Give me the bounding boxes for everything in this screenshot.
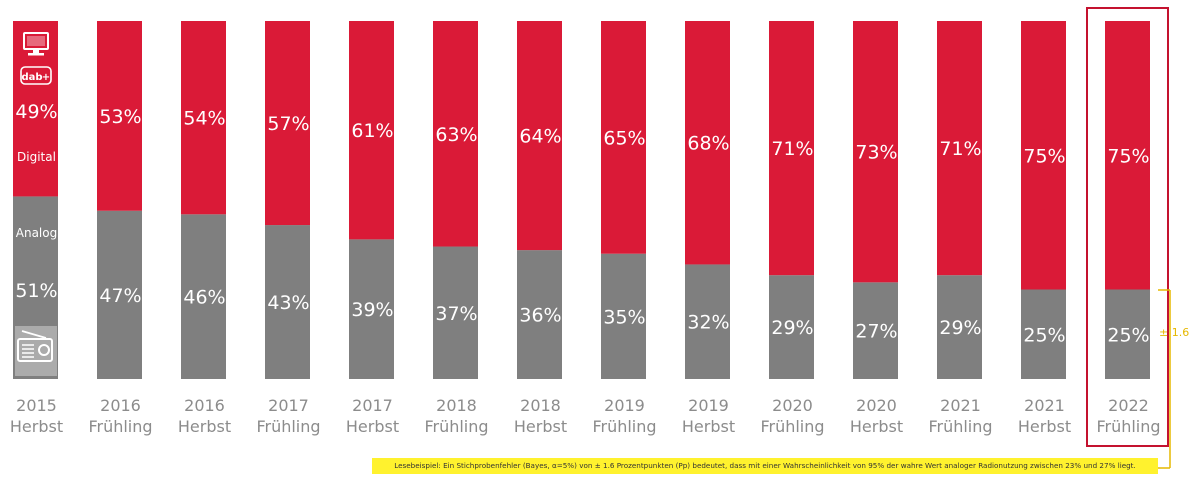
data-label-digital: 49% [15, 101, 57, 123]
x-tick-label-season: Herbst [514, 417, 567, 436]
bar-analog [433, 246, 478, 379]
bar-analog [97, 210, 142, 379]
x-tick-label-season: Frühling [592, 417, 656, 436]
data-label-digital: 65% [603, 127, 645, 149]
data-label-digital: 71% [939, 138, 981, 160]
bar-analog [1105, 289, 1150, 379]
dab-radio-icon: dab + [20, 66, 52, 85]
footnote: Lesebeispiel: Ein Stichprobenfehler (Bay… [372, 458, 1158, 474]
svg-text:dab: dab [21, 72, 42, 83]
bar-analog [937, 275, 982, 379]
data-label-analog: 32% [687, 312, 729, 334]
x-tick-label-season: Frühling [256, 417, 320, 436]
data-label-analog: 39% [351, 299, 393, 321]
bar-digital [433, 21, 478, 247]
data-label-digital: 71% [771, 138, 813, 160]
bar-digital [1105, 21, 1150, 290]
x-tick-label-season: Herbst [850, 417, 903, 436]
x-tick-label-year: 2016 [100, 396, 141, 415]
bar-analog [181, 214, 226, 379]
x-tick-label-season: Frühling [424, 417, 488, 436]
error-annotation-label: ± 1.6 [1159, 326, 1189, 339]
data-label-analog: 25% [1023, 324, 1065, 346]
data-label-digital: 63% [435, 124, 477, 146]
x-tick-label-season: Frühling [1096, 417, 1160, 436]
series-label-analog: Analog [16, 226, 57, 240]
data-label-analog: 37% [435, 303, 477, 325]
data-label-digital: 73% [855, 142, 897, 164]
x-tick-label-season: Herbst [682, 417, 735, 436]
data-label-digital: 53% [99, 106, 141, 128]
data-label-digital: 61% [351, 120, 393, 142]
x-tick-label-year: 2017 [352, 396, 393, 415]
bar-digital [601, 21, 646, 254]
bar-analog [1021, 289, 1066, 379]
x-tick-label-year: 2019 [604, 396, 645, 415]
data-label-analog: 27% [855, 321, 897, 343]
data-label-digital: 54% [183, 108, 225, 130]
bar-digital [685, 21, 730, 265]
data-label-analog: 29% [939, 317, 981, 339]
data-label-digital: 57% [267, 113, 309, 135]
x-tick-label-year: 2016 [184, 396, 225, 415]
data-label-analog: 29% [771, 317, 813, 339]
x-tick-label-year: 2017 [268, 396, 309, 415]
data-label-digital: 68% [687, 133, 729, 155]
x-tick-label-season: Herbst [10, 417, 63, 436]
x-tick-label-year: 2021 [940, 396, 981, 415]
series-label-digital: Digital [17, 150, 56, 164]
data-label-analog: 35% [603, 306, 645, 328]
data-label-analog: 25% [1107, 324, 1149, 346]
bar-digital [97, 21, 142, 211]
x-tick-label-year: 2022 [1108, 396, 1149, 415]
bar-digital [1021, 21, 1066, 290]
data-label-digital: 75% [1023, 145, 1065, 167]
highlight-box [1086, 7, 1169, 447]
data-label-analog: 51% [15, 280, 57, 302]
data-label-digital: 64% [519, 126, 561, 148]
bar-analog [601, 253, 646, 379]
x-tick-label-season: Herbst [178, 417, 231, 436]
data-label-analog: 47% [99, 285, 141, 307]
x-tick-label-season: Herbst [1018, 417, 1071, 436]
x-tick-label-year: 2020 [772, 396, 813, 415]
svg-text:+: + [42, 72, 50, 83]
bar-analog [853, 282, 898, 379]
bar-digital [769, 21, 814, 276]
bar-analog [769, 275, 814, 379]
data-label-analog: 43% [267, 292, 309, 314]
x-tick-label-year: 2018 [436, 396, 477, 415]
x-tick-label-year: 2020 [856, 396, 897, 415]
x-tick-label-year: 2021 [1024, 396, 1065, 415]
bar-digital [265, 21, 310, 226]
bar-analog [349, 239, 394, 379]
x-tick-label-season: Frühling [88, 417, 152, 436]
radio-icon [15, 326, 57, 376]
bar-digital [937, 21, 982, 276]
bar-digital [181, 21, 226, 215]
data-label-analog: 36% [519, 305, 561, 327]
x-tick-label-year: 2018 [520, 396, 561, 415]
bar-digital [853, 21, 898, 283]
bar-digital [349, 21, 394, 240]
data-label-analog: 46% [183, 287, 225, 309]
x-tick-label-season: Frühling [928, 417, 992, 436]
bar-analog [685, 264, 730, 379]
bar-analog [517, 250, 562, 379]
bar-analog [265, 225, 310, 379]
x-tick-label-season: Herbst [346, 417, 399, 436]
x-tick-label-year: 2015 [16, 396, 57, 415]
x-tick-label-season: Frühling [760, 417, 824, 436]
x-tick-label-year: 2019 [688, 396, 729, 415]
bar-digital [517, 21, 562, 251]
data-label-digital: 75% [1107, 145, 1149, 167]
computer-icon [23, 32, 49, 56]
